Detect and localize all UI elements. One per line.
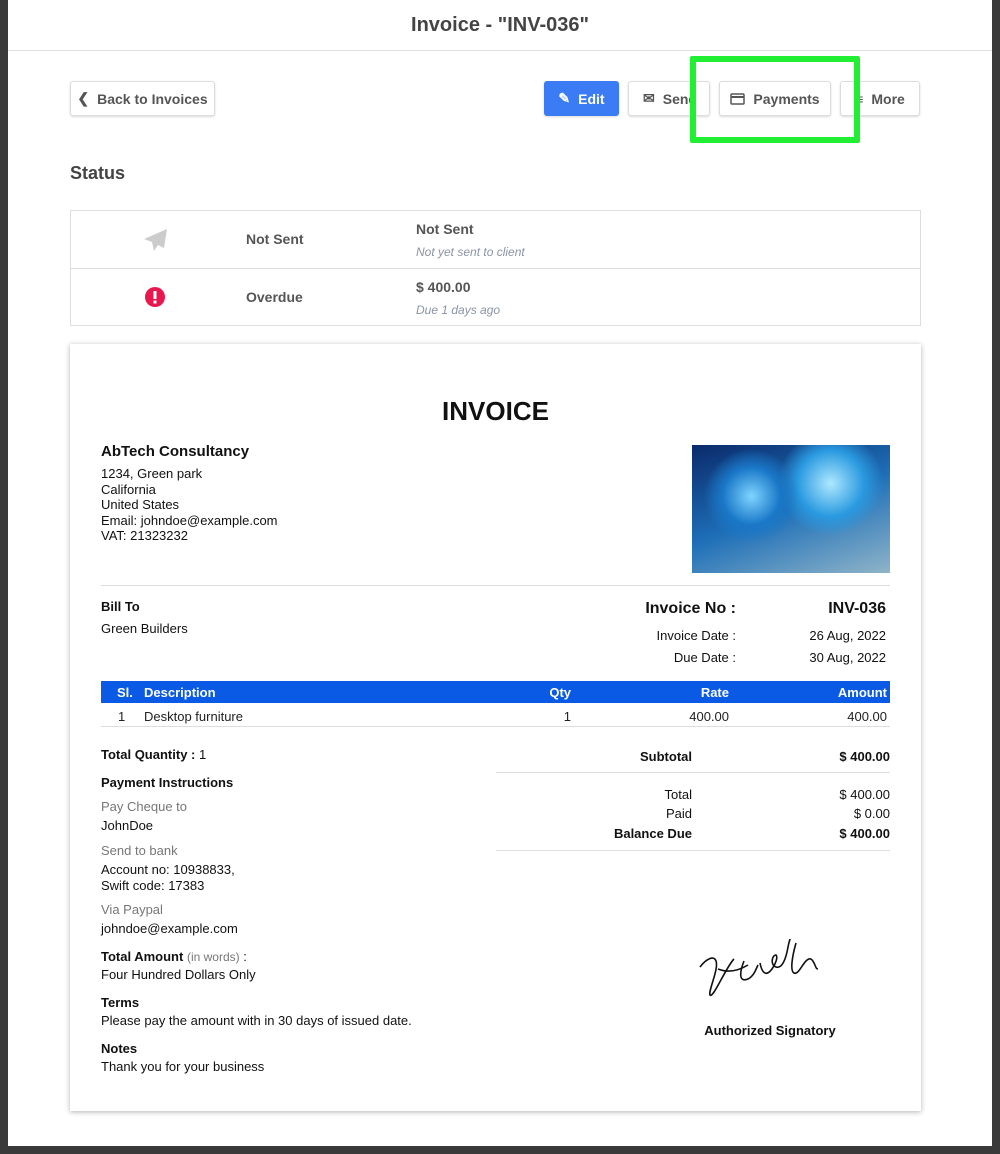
paper-plane-icon [144, 229, 167, 251]
items-table-header: Sl. Description Qty Rate Amount [101, 681, 890, 703]
more-button[interactable]: ≡ More [840, 81, 920, 116]
cell-qty: 1 [563, 709, 571, 724]
col-qty: Qty [549, 685, 571, 700]
subtotal-value: $ 400.00 [839, 749, 890, 764]
invoice-heading: INVOICE [442, 396, 549, 426]
invoice-date-label: Invoice Date : [656, 628, 737, 643]
send-button[interactable]: ✉ Send [628, 81, 710, 116]
status-row-sent: Not Sent Not Sent Not yet sent to client [71, 211, 920, 268]
subtotal-label: Subtotal [640, 749, 692, 764]
cell-sl: 1 [118, 709, 126, 724]
total-value: $ 400.00 [839, 787, 890, 802]
terms-label: Terms [101, 995, 140, 1010]
balance-due-value: $ 400.00 [839, 826, 890, 841]
notes-label: Notes [101, 1041, 138, 1056]
chevron-left-icon: ❮ [77, 90, 90, 106]
amount-words-value: Four Hundred Dollars Only [101, 967, 256, 982]
back-to-invoices-button[interactable]: ❮ Back to Invoices [70, 81, 215, 116]
signature-image [699, 939, 819, 996]
status-table: Not Sent Not Sent Not yet sent to client… [70, 210, 921, 326]
col-sl: Sl. [117, 685, 133, 700]
invoice-no-label: Invoice No : [645, 600, 736, 617]
credit-card-icon [730, 92, 746, 105]
page: Invoice - "INV-036" ❮ Back to Invoices ✎ E… [8, 0, 992, 1146]
cell-amount: 400.00 [847, 709, 887, 724]
paypal-label: Via Paypal [101, 902, 163, 917]
divider [496, 850, 890, 851]
table-row: 1 Desktop furniture 1 400.00 400.00 [101, 705, 890, 727]
page-title: Invoice - "INV-036" [8, 0, 992, 51]
paid-label: Paid [665, 806, 692, 821]
due-date-label: Due Date : [673, 650, 736, 665]
payment-instructions-heading: Payment Instructions [101, 775, 234, 790]
authorized-signatory-label: Authorized Signatory [704, 1023, 836, 1038]
status-heading: Status [70, 163, 126, 183]
cell-description: Desktop furniture [144, 709, 243, 724]
divider [496, 772, 890, 773]
cell-rate: 400.00 [689, 709, 729, 724]
cheque-value: JohnDoe [101, 818, 154, 833]
payments-button[interactable]: Payments [719, 81, 831, 116]
invoice-date-value: 26 Aug, 2022 [809, 628, 886, 643]
bank-label: Send to bank [101, 843, 178, 858]
bill-to-value: Green Builders [101, 621, 188, 636]
company-logo-image [692, 445, 890, 573]
envelope-icon: ✉ [643, 90, 655, 106]
total-label: Total [664, 787, 692, 802]
invoice-no-value: INV-036 [828, 600, 886, 617]
terms-value: Please pay the amount with in 30 days of… [101, 1013, 412, 1028]
balance-due-label: Balance Due [613, 826, 692, 841]
exclamation-circle-icon [145, 287, 165, 307]
amount-words-label: Total Amount (in words) : [101, 949, 247, 964]
bill-to-label: Bill To [101, 599, 140, 614]
cheque-label: Pay Cheque to [101, 799, 188, 814]
paid-value: $ 0.00 [853, 806, 890, 821]
highlight-box [690, 56, 860, 143]
total-quantity: Total Quantity : 1 [101, 747, 207, 762]
edit-button[interactable]: ✎ Edit [544, 81, 619, 116]
bank-swift: Swift code: 17383 [101, 878, 205, 893]
company-name: AbTech Consultancy [101, 443, 250, 460]
invoice-document: INVOICE AbTech Consultancy 1234, Green p… [70, 344, 921, 1111]
col-amount: Amount [837, 685, 887, 700]
status-row-overdue: Overdue $ 400.00 Due 1 days ago [71, 268, 920, 325]
company-address: 1234, Green park California United State… [101, 466, 278, 543]
col-description: Description [144, 685, 216, 700]
pencil-icon: ✎ [558, 90, 571, 106]
bank-account: Account no: 10938833, [101, 862, 235, 877]
divider [101, 585, 890, 586]
paypal-value: johndoe@example.com [101, 921, 238, 936]
col-rate: Rate [700, 685, 729, 700]
due-date-value: 30 Aug, 2022 [809, 650, 886, 665]
notes-value: Thank you for your business [101, 1059, 265, 1074]
